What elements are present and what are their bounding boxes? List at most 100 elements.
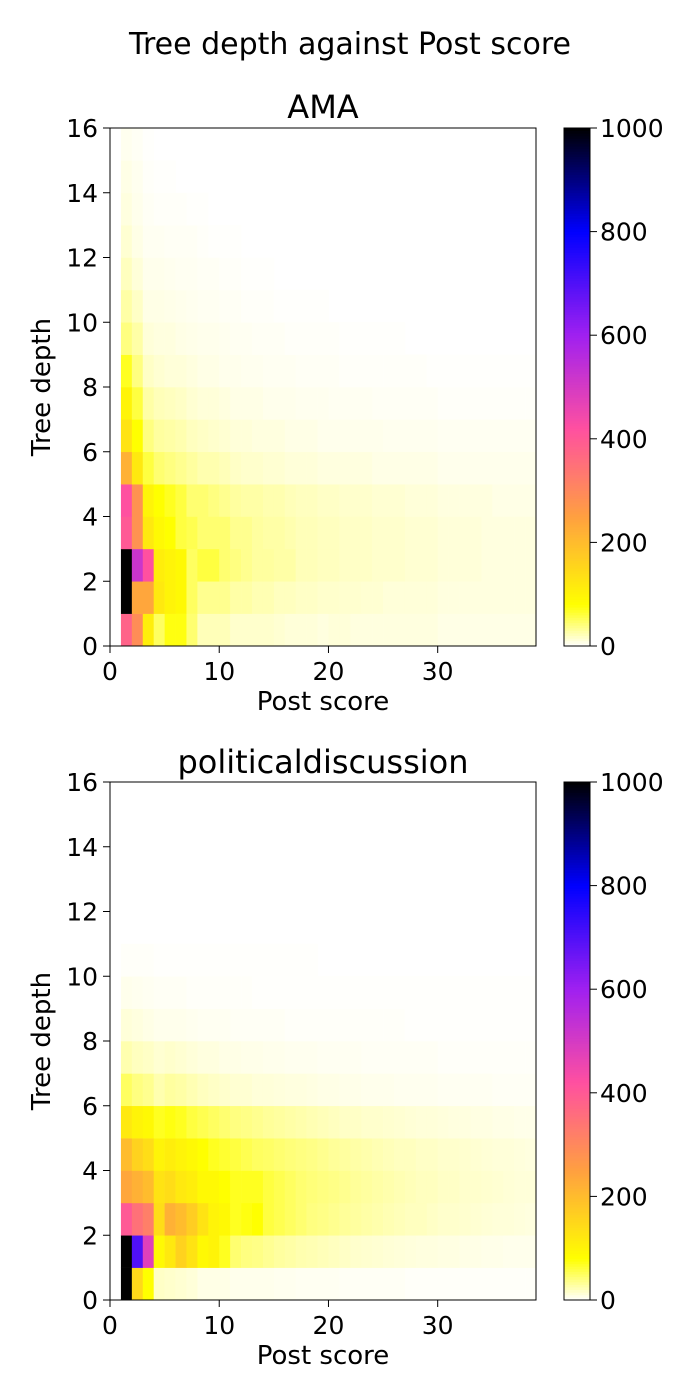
heatmap-cell <box>186 1170 198 1204</box>
heatmap-cell <box>241 943 253 977</box>
colorbar-segment <box>564 1030 590 1034</box>
heatmap-cell <box>153 322 165 355</box>
colorbar-segment <box>564 612 590 616</box>
heatmap-cell <box>230 1170 242 1204</box>
heatmap-cell <box>426 1202 438 1236</box>
heatmap-cell <box>131 976 144 1009</box>
heatmap-cell <box>175 943 187 977</box>
colorbar-segment <box>564 908 590 912</box>
heatmap-cell <box>153 943 165 977</box>
heatmap-cell <box>186 516 198 550</box>
heatmap-cell <box>153 225 165 258</box>
heatmap-cell <box>241 976 253 1009</box>
heatmap-cell <box>470 1041 482 1074</box>
heatmap-cell <box>284 548 296 582</box>
heatmap-cell <box>295 354 307 388</box>
heatmap-cell <box>175 257 187 291</box>
colorbar-segment <box>564 374 590 378</box>
heatmap-cell <box>120 354 133 388</box>
heatmap-cell <box>339 1267 351 1301</box>
colorbar-segment <box>564 1183 590 1187</box>
heatmap-cell <box>437 1073 449 1107</box>
heatmap-cell <box>470 1267 482 1301</box>
colorbar-segment <box>564 436 590 440</box>
heatmap-cell <box>241 419 253 453</box>
colorbar-segment <box>564 1079 590 1083</box>
colorbar-segment <box>564 216 590 220</box>
heatmap-cell <box>175 1138 187 1171</box>
heatmap-cell <box>153 1105 165 1139</box>
x-tick-label: 10 <box>203 657 235 686</box>
heatmap-cell <box>197 322 209 355</box>
colorbar-segment <box>564 348 590 352</box>
heatmap-cell <box>197 976 209 1009</box>
heatmap-cell <box>219 387 231 420</box>
x-tick-label: 0 <box>102 1311 118 1340</box>
heatmap-cell <box>514 613 526 647</box>
heatmap-cell <box>273 419 286 453</box>
heatmap-cell <box>186 1138 198 1171</box>
heatmap-cell <box>142 192 154 226</box>
colorbar-segment <box>564 1048 590 1052</box>
heatmap-cell <box>404 1202 417 1236</box>
colorbar-segment <box>564 270 590 274</box>
heatmap-cell <box>448 1170 460 1204</box>
colorbar-segment <box>564 991 590 995</box>
heatmap-cell <box>142 1073 154 1107</box>
heatmap-cell <box>361 976 373 1009</box>
heatmap-cell <box>525 1041 537 1074</box>
heatmap-cell <box>306 1008 318 1042</box>
heatmap-cell <box>481 613 493 647</box>
colorbar-segment <box>564 519 590 523</box>
heatmap-cell <box>164 484 176 517</box>
heatmap-cell <box>525 1202 537 1236</box>
colorbar-segment <box>564 911 590 915</box>
y-tick-label: 0 <box>82 632 98 661</box>
heatmap-cell <box>306 1202 318 1236</box>
y-axis-label: Tree depth <box>27 972 57 1111</box>
heatmap-cell <box>175 613 187 647</box>
heatmap-cell <box>394 1008 406 1042</box>
colorbar-segment <box>564 376 590 380</box>
colorbar-segment <box>564 971 590 975</box>
heatmap-cell <box>470 451 482 485</box>
colorbar-segment <box>564 254 590 258</box>
colorbar-segment <box>564 851 590 855</box>
heatmap-cell <box>120 1041 133 1074</box>
heatmap-cell <box>197 1267 209 1301</box>
colorbar-segment <box>564 916 590 920</box>
heatmap-cell <box>208 225 220 258</box>
colorbar-segment <box>564 462 590 466</box>
colorbar-segment <box>564 1105 590 1109</box>
heatmap-cell <box>208 1267 220 1301</box>
heatmap-cell <box>120 548 133 582</box>
heatmap-cell <box>328 419 340 453</box>
x-axis-label: Post score <box>257 687 390 717</box>
heatmap-cell <box>317 976 329 1009</box>
heatmap-cell <box>142 257 154 291</box>
heatmap-cell <box>350 1105 362 1139</box>
heatmap-cell <box>383 1073 395 1107</box>
colorbar-segment <box>564 534 590 538</box>
colorbar-segment <box>564 583 590 587</box>
heatmap-cell <box>208 548 220 582</box>
heatmap-cell <box>339 451 351 485</box>
heatmap-cell <box>350 1138 362 1171</box>
colorbar-segment <box>564 353 590 357</box>
heatmap-cell <box>394 387 406 420</box>
y-tick-label: 16 <box>66 114 98 143</box>
heatmap-cell <box>120 160 133 194</box>
colorbar-segment <box>564 197 590 201</box>
heatmap-cell <box>142 225 154 258</box>
heatmap-cell <box>372 1008 384 1042</box>
heatmap-cell <box>317 322 329 355</box>
colorbar-segment <box>564 945 590 949</box>
colorbar-segment <box>564 410 590 414</box>
heatmap-cell <box>219 613 231 647</box>
heatmap-cell <box>284 1235 296 1268</box>
heatmap-cell <box>383 1041 395 1074</box>
heatmap-cell <box>306 419 318 453</box>
heatmap-cell <box>241 451 253 485</box>
colorbar-segment <box>564 919 590 923</box>
colorbar-segment <box>564 1193 590 1197</box>
